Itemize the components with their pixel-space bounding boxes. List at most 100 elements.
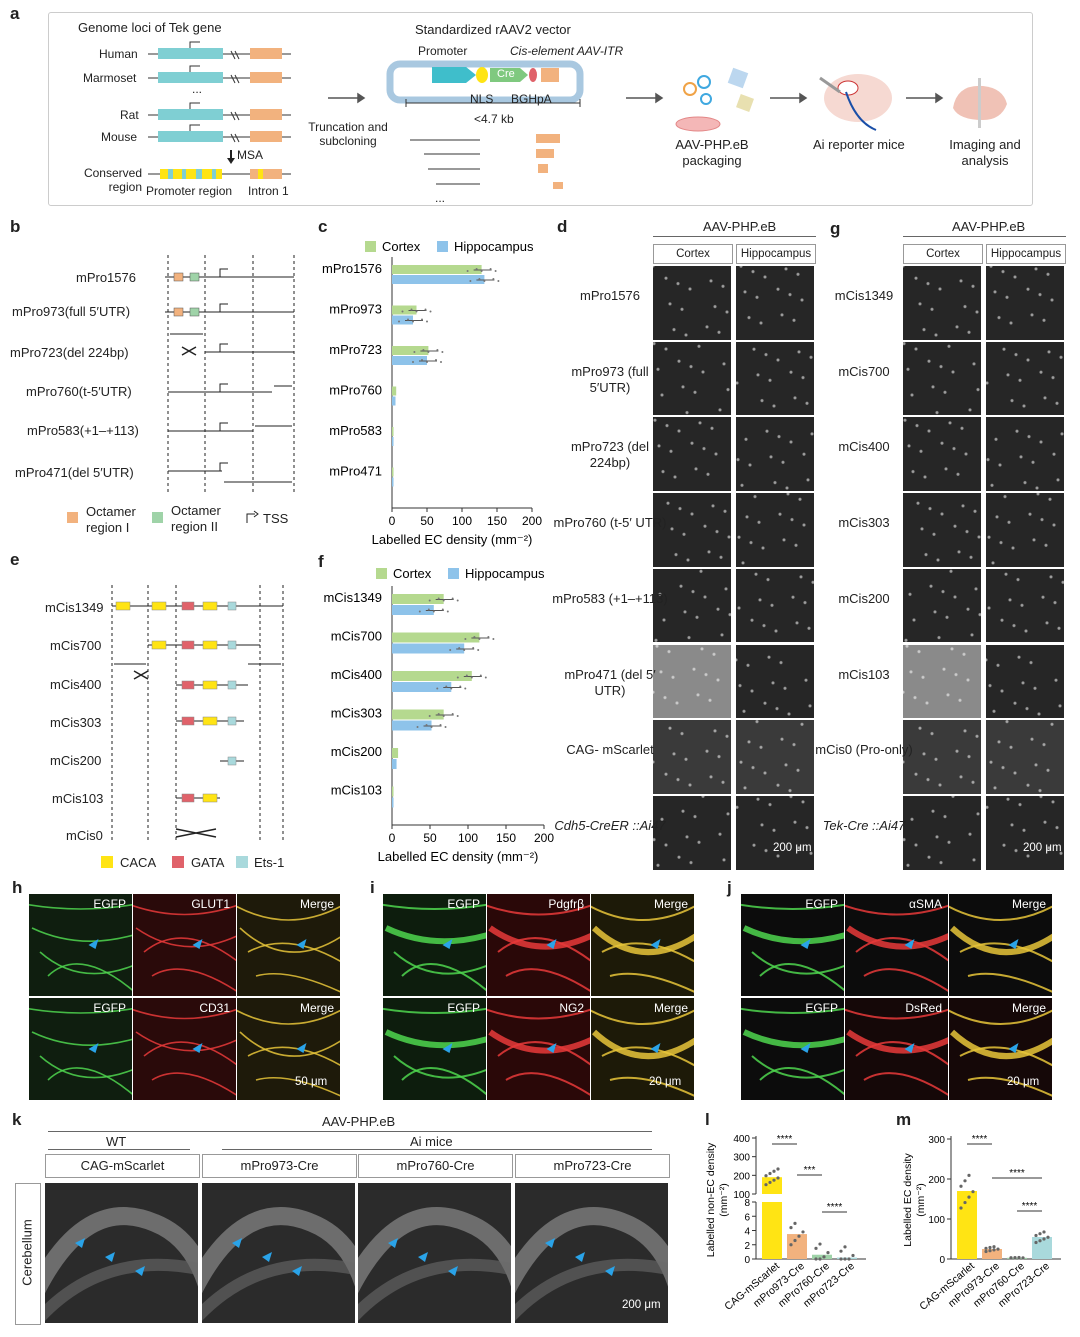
fluor-h-0-0: EGFP (29, 894, 132, 996)
data-point (839, 1249, 843, 1253)
vessel (741, 903, 844, 910)
micrograph-grid-d-6-1 (736, 720, 814, 794)
arrowhead-marker (192, 1043, 203, 1053)
legend-ets-swatch (236, 856, 248, 868)
fluor-h-scale: 50 μm (295, 1076, 328, 1088)
vessel (383, 1007, 486, 1014)
fluor-i-1-0: EGFP (383, 998, 486, 1100)
row-label-grid-g-5: mCis103 (838, 666, 890, 682)
y-tick-label: 100 (928, 1215, 945, 1226)
data-point (446, 610, 449, 613)
row-label-grid-d-2: mPro723 (del 224bp) (570, 439, 650, 471)
data-point (992, 1248, 996, 1252)
data-point (415, 310, 418, 313)
data-point (1009, 1256, 1013, 1260)
legend-swatch-cortex (365, 241, 376, 252)
bar-mPro760-Cre (812, 1254, 832, 1259)
y-tick-label: 4 (744, 1227, 750, 1238)
fluor-i-1-2-vessels (591, 1009, 694, 1097)
legend-swatch-hippocampus (448, 568, 459, 579)
bar-cortex (392, 427, 394, 436)
vessel (237, 905, 340, 921)
vessel (846, 1029, 948, 1054)
bar-hippocampus (392, 315, 413, 325)
vessel (497, 937, 590, 962)
data-point (959, 1206, 963, 1210)
vessel (609, 972, 694, 993)
data-point (478, 278, 481, 280)
data-point (398, 320, 400, 323)
fluor-i-1-1-vessels (487, 1008, 590, 1096)
fluor-h-1-0-vessels (29, 1007, 132, 1095)
vessel (237, 1009, 340, 1025)
data-point (967, 1195, 971, 1199)
row-label-grid-d-0: mPro1576 (580, 288, 640, 303)
folium (45, 1207, 198, 1294)
fluor-j-0-1-vessels (845, 904, 948, 992)
data-point (477, 649, 480, 651)
micrograph-grid-g-3-0 (903, 493, 981, 567)
arrowhead-marker (75, 1238, 85, 1248)
x-axis-title: Labelled EC density (mm⁻²) (372, 532, 533, 547)
significance-label: **** (827, 1202, 843, 1213)
construct-mpro1576: mPro1576 (76, 270, 136, 285)
step-reporter-mice: Ai reporter mice (813, 137, 905, 152)
row-label-grid-g-0: mCis1349 (834, 288, 894, 303)
arrowhead-marker (1008, 1043, 1019, 1053)
cerebellum-2-folia (358, 1207, 511, 1322)
panel-letter-e: e (10, 550, 20, 569)
vessel (591, 1009, 694, 1025)
vector-title: Standardized rAAV2 vector (415, 22, 571, 37)
folium (358, 1207, 511, 1294)
bar-mPro723-Cre (1032, 1237, 1052, 1259)
fluor-h-1-1-label: CD31 (199, 1001, 230, 1015)
fluor-i-0-0-vessels (383, 903, 486, 992)
micrograph-grid-d-1-0 (653, 341, 731, 416)
data-point (473, 636, 476, 638)
fluor-j-1-1: DsRed (845, 998, 948, 1100)
vessel (505, 1072, 590, 1096)
row-label-grid-g-4: mCis200 (838, 590, 890, 606)
data-point (458, 647, 461, 649)
fluor-j-0-1-label: αSMA (909, 897, 942, 911)
arrowhead-marker (292, 1266, 302, 1276)
data-point (789, 1243, 793, 1247)
data-point (436, 349, 439, 351)
micrograph-grid-g-4-0 (903, 568, 981, 643)
row-label-grid-d-5: mPro471 (del 5′ UTR) (564, 666, 656, 698)
data-point (797, 1234, 801, 1238)
vessel (845, 904, 948, 916)
data-point (497, 280, 500, 282)
arrowhead-marker (1008, 939, 1019, 949)
panel-k-row-box (15, 1183, 41, 1325)
vessel (393, 951, 486, 975)
panel-k-ai-rule (222, 1149, 652, 1150)
vector-bghpa: BGHpA (511, 92, 552, 106)
vessel (591, 1029, 694, 1059)
micrograph-grid-d-7-0 (653, 795, 731, 870)
row-label-grid-g-7: Tek-Cre ::Ai47 (822, 817, 906, 833)
data-point (422, 349, 425, 351)
data-point (429, 310, 432, 313)
panel-k-title-rule (48, 1131, 652, 1132)
fluor-i-0-1-vessels (487, 904, 590, 992)
y-axis-title-line1: Labelled EC density (902, 1153, 914, 1247)
vessel (151, 1072, 236, 1096)
construct-mpro973: mPro973(full 5′UTR) (12, 304, 131, 319)
category-label: mCis1349 (323, 590, 382, 605)
vessel (383, 903, 486, 910)
panel-k-col-3: mPro723-Cre (515, 1154, 670, 1178)
folium (202, 1207, 355, 1294)
y-axis-title-line2: (mm⁻²) (718, 1183, 730, 1217)
vessel (967, 972, 1052, 993)
data-point (478, 638, 481, 640)
data-point (435, 359, 437, 361)
arrowhead-marker (232, 1238, 242, 1248)
arrowhead-marker (904, 1043, 915, 1053)
genome-title: Genome loci of Tek gene (78, 20, 222, 35)
data-point (450, 687, 453, 690)
bar-cortex (392, 265, 482, 274)
cerebellum-2 (358, 1183, 511, 1323)
legend-label-hippocampus: Hippocampus (454, 239, 534, 254)
